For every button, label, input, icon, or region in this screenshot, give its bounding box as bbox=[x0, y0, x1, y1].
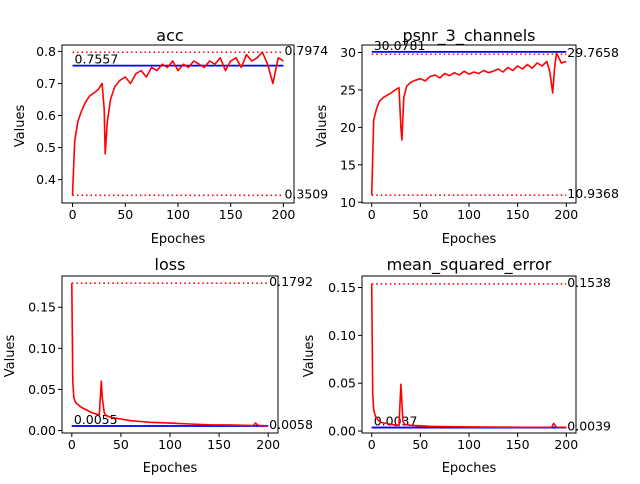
y-tick-label: 0.05 bbox=[328, 376, 356, 391]
x-tick-label: 50 bbox=[412, 437, 428, 452]
y-tick-label: 0.4 bbox=[36, 172, 56, 187]
reference-value-label: 0.0039 bbox=[567, 418, 611, 433]
y-tick-label: 0.15 bbox=[328, 280, 356, 295]
reference-value-label: 0.1538 bbox=[567, 275, 611, 290]
x-tick-label: 200 bbox=[256, 437, 280, 452]
y-tick-label: 0.10 bbox=[328, 328, 356, 343]
x-axis-label: Epoches bbox=[442, 461, 497, 476]
plot-area: 0.7974 0.3509 0.7557 0 50 100 150 200 0.4 0.5 0.6 0… bbox=[36, 43, 328, 222]
x-tick-label: 50 bbox=[117, 207, 133, 222]
chart-title: loss bbox=[155, 255, 186, 274]
reference-value-label: 0.7557 bbox=[75, 52, 119, 67]
x-tick-label: 0 bbox=[68, 437, 76, 452]
x-tick-label: 150 bbox=[219, 207, 243, 222]
y-axis-label: Values bbox=[13, 105, 28, 148]
x-axis-label: Epoches bbox=[143, 461, 198, 476]
chart-title: acc bbox=[156, 26, 183, 45]
reference-value-label: 10.9368 bbox=[567, 186, 619, 201]
y-tick-label: 15 bbox=[340, 157, 356, 172]
x-axis-label: Epoches bbox=[442, 232, 497, 247]
y-axis-label: Values bbox=[302, 335, 317, 378]
reference-value-label: 0.0058 bbox=[269, 417, 313, 432]
x-tick-label: 100 bbox=[457, 207, 481, 222]
y-tick-label: 0.15 bbox=[28, 300, 56, 315]
x-tick-label: 100 bbox=[457, 437, 481, 452]
y-tick-label: 0.5 bbox=[36, 140, 56, 155]
x-tick-label: 50 bbox=[412, 207, 428, 222]
reference-value-label: 29.7658 bbox=[567, 45, 619, 60]
series-line bbox=[370, 52, 567, 196]
subplot-acc: acc Epoches Values 0.7974 0.3509 0.7557 0 50… bbox=[13, 26, 328, 247]
series-line bbox=[370, 283, 567, 429]
x-tick-label: 200 bbox=[554, 207, 578, 222]
x-tick-label: 50 bbox=[113, 437, 129, 452]
x-tick-label: 0 bbox=[368, 207, 376, 222]
chart-title: mean_squared_error bbox=[387, 255, 552, 275]
y-tick-label: 10 bbox=[340, 195, 356, 210]
x-axis-label: Epoches bbox=[151, 232, 206, 247]
y-axis-label: Values bbox=[3, 335, 18, 378]
chart-title: psnr_3_channels bbox=[402, 26, 535, 46]
series-line bbox=[71, 283, 269, 427]
x-tick-label: 0 bbox=[69, 207, 77, 222]
y-tick-label: 20 bbox=[340, 120, 356, 135]
x-tick-label: 0 bbox=[368, 437, 376, 452]
y-tick-label: 0.00 bbox=[328, 424, 356, 439]
subplot-psnr: psnr_3_channels Epoches Values 29.7658 10… bbox=[315, 26, 619, 247]
y-axis-label: Values bbox=[315, 105, 330, 148]
y-tick-label: 0.10 bbox=[28, 341, 56, 356]
reference-value-label: 0.1792 bbox=[269, 274, 313, 289]
x-tick-label: 150 bbox=[207, 437, 231, 452]
reference-value-label: 0.7974 bbox=[284, 43, 328, 58]
y-tick-label: 0.7 bbox=[36, 76, 56, 91]
x-tick-label: 150 bbox=[506, 437, 530, 452]
y-tick-label: 25 bbox=[340, 82, 356, 97]
x-tick-label: 200 bbox=[272, 207, 296, 222]
y-tick-label: 0.00 bbox=[28, 423, 56, 438]
x-tick-label: 200 bbox=[554, 437, 578, 452]
x-tick-label: 100 bbox=[158, 437, 182, 452]
series-line bbox=[71, 51, 284, 196]
y-tick-label: 0.8 bbox=[36, 44, 56, 59]
y-tick-label: 0.6 bbox=[36, 108, 56, 123]
x-tick-label: 150 bbox=[506, 207, 530, 222]
subplot-mse: mean_squared_error Epoches Values 0.1538… bbox=[302, 255, 611, 476]
x-tick-label: 100 bbox=[166, 207, 190, 222]
y-tick-label: 30 bbox=[340, 45, 356, 60]
reference-value-label: 0.3509 bbox=[284, 186, 328, 201]
y-tick-label: 0.05 bbox=[28, 382, 56, 397]
